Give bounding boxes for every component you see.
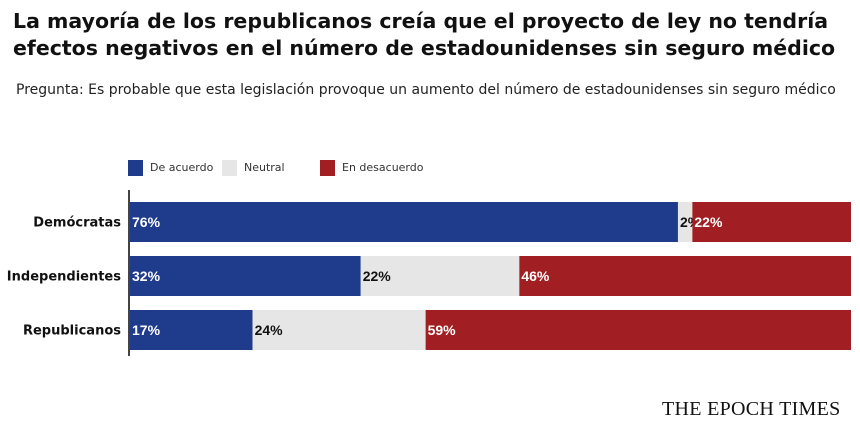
legend-label-neutral: Neutral bbox=[244, 161, 285, 174]
category-label: Republicanos bbox=[23, 324, 121, 339]
bar-agree bbox=[130, 256, 361, 296]
bar-neutral bbox=[360, 256, 520, 296]
data-label-disagree: 22% bbox=[694, 214, 723, 230]
bar-disagree bbox=[425, 310, 851, 350]
legend-swatch-neutral bbox=[222, 160, 237, 176]
bar-disagree bbox=[519, 256, 851, 296]
brand-logo: THE EPOCH TIMES bbox=[662, 398, 841, 420]
chart-subtitle: Pregunta: Es probable que esta legislaci… bbox=[16, 82, 836, 98]
data-label-neutral: 22% bbox=[363, 268, 392, 284]
data-label-agree: 17% bbox=[132, 322, 161, 338]
data-label-agree: 32% bbox=[132, 268, 161, 284]
stacked-bar-chart: Demócratas 76% 2%22%Independientes 32% 22% 46… bbox=[7, 190, 851, 356]
bar-agree bbox=[130, 202, 678, 242]
data-label-disagree: 59% bbox=[428, 322, 457, 338]
bar-neutral bbox=[677, 202, 693, 242]
category-label: Independientes bbox=[7, 270, 121, 285]
legend-swatch-disagree bbox=[320, 160, 335, 176]
data-label-neutral: 24% bbox=[255, 322, 284, 338]
legend-label-disagree: En desacuerdo bbox=[342, 161, 424, 174]
data-label-agree: 76% bbox=[132, 214, 161, 230]
category-label: Demócratas bbox=[33, 216, 121, 231]
legend-swatch-agree bbox=[128, 160, 143, 176]
bar-neutral bbox=[252, 310, 426, 350]
legend-label-agree: De acuerdo bbox=[150, 161, 214, 174]
bar-disagree bbox=[692, 202, 851, 242]
data-label-disagree: 46% bbox=[521, 268, 550, 284]
chart-title: La mayoría de los republicanos creía que… bbox=[13, 9, 836, 60]
bar-agree bbox=[130, 310, 253, 350]
